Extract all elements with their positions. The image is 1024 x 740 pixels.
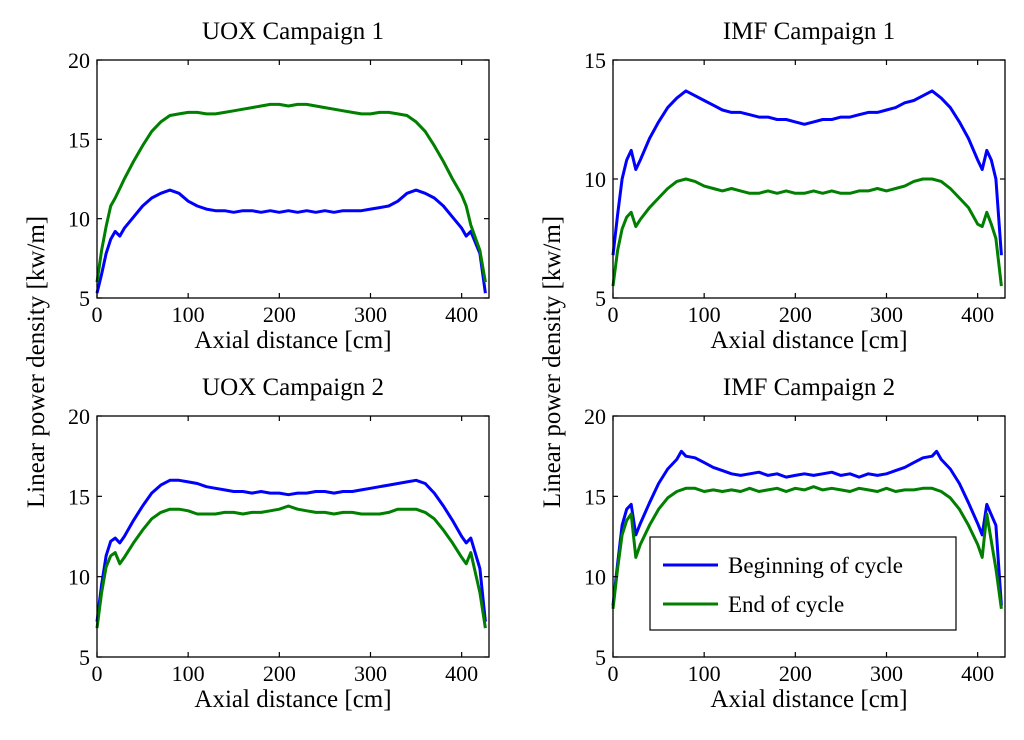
y-tick-label: 5	[595, 645, 606, 670]
x-tick-label: 100	[172, 661, 205, 686]
chart-title: IMF Campaign 1	[723, 18, 895, 45]
y-tick-label: 10	[68, 565, 90, 590]
y-tick-label: 20	[68, 404, 90, 429]
x-tick-label: 300	[870, 661, 903, 686]
series-end-of-cycle	[611, 177, 1003, 287]
x-tick-label: 200	[263, 661, 296, 686]
panel-imf-campaign-2: 0 100 200 300 400 5 10 15 20 IMF Campaign 2 Axial …	[584, 374, 1006, 713]
panel-imf-campaign-1: 0 100 200 300 400 5 10 15 IMF Campaign 1 Axial di…	[584, 18, 1006, 354]
y-axis-label-left: Linear power density [kw/m]	[23, 216, 50, 508]
series-beginning-of-cycle	[611, 89, 1003, 256]
panel-uox-campaign-1: 0 100 200 300 400 5 10 15 20 UOX Campaign 1 Axial …	[68, 18, 490, 354]
x-tick-label: 0	[608, 302, 619, 327]
y-tick-label: 5	[79, 286, 90, 311]
chart-title: UOX Campaign 2	[202, 374, 384, 401]
x-axis-label: Axial distance [cm]	[194, 686, 391, 713]
x-tick-label: 100	[688, 302, 721, 327]
y-tick-label: 5	[595, 286, 606, 311]
y-tick-label: 20	[584, 404, 606, 429]
x-tick-label: 100	[688, 661, 721, 686]
series-end-of-cycle	[611, 485, 1003, 610]
y-axis-label-right: Linear power density [kw/m]	[539, 216, 566, 508]
y-tick-label: 10	[584, 565, 606, 590]
x-tick-label: 400	[445, 661, 478, 686]
x-tick-label: 300	[354, 661, 387, 686]
series-beginning-of-cycle	[95, 188, 487, 294]
x-tick-label: 300	[354, 302, 387, 327]
y-tick-label: 10	[68, 207, 90, 232]
plot-frame	[96, 415, 490, 658]
chart-title: IMF Campaign 2	[723, 374, 895, 401]
y-tick-label: 10	[584, 167, 606, 192]
x-axis-label: Axial distance [cm]	[710, 327, 907, 354]
plot-frame	[612, 415, 1006, 658]
legend-box	[649, 536, 957, 631]
legend-label-end: End of cycle	[728, 592, 844, 617]
legend-label-beginning: Beginning of cycle	[728, 553, 903, 578]
x-tick-label: 400	[961, 302, 994, 327]
x-tick-label: 100	[172, 302, 205, 327]
x-tick-label: 0	[608, 661, 619, 686]
x-tick-label: 0	[92, 661, 103, 686]
x-tick-label: 200	[263, 302, 296, 327]
y-tick-label: 15	[68, 484, 90, 509]
plot-frame	[96, 59, 490, 299]
series-end-of-cycle	[95, 504, 487, 629]
x-tick-label: 200	[779, 302, 812, 327]
y-tick-label: 5	[79, 645, 90, 670]
x-tick-label: 200	[779, 661, 812, 686]
series-beginning-of-cycle	[611, 449, 1003, 606]
x-axis-label: Axial distance [cm]	[710, 686, 907, 713]
series-beginning-of-cycle	[95, 478, 487, 622]
x-tick-label: 400	[445, 302, 478, 327]
x-tick-label: 0	[92, 302, 103, 327]
chart-title: UOX Campaign 1	[202, 18, 384, 45]
x-axis-label: Axial distance [cm]	[194, 327, 391, 354]
y-tick-label: 20	[68, 48, 90, 73]
y-tick-label: 15	[584, 48, 606, 73]
y-tick-label: 15	[68, 127, 90, 152]
legend: Beginning of cycle End of cycle	[649, 536, 957, 631]
x-tick-label: 400	[961, 661, 994, 686]
y-tick-label: 15	[584, 484, 606, 509]
series-end-of-cycle	[95, 102, 487, 283]
panel-uox-campaign-2: 0 100 200 300 400 5 10 15 20 UOX Campaign 2 Axial …	[68, 374, 490, 713]
x-tick-label: 300	[870, 302, 903, 327]
